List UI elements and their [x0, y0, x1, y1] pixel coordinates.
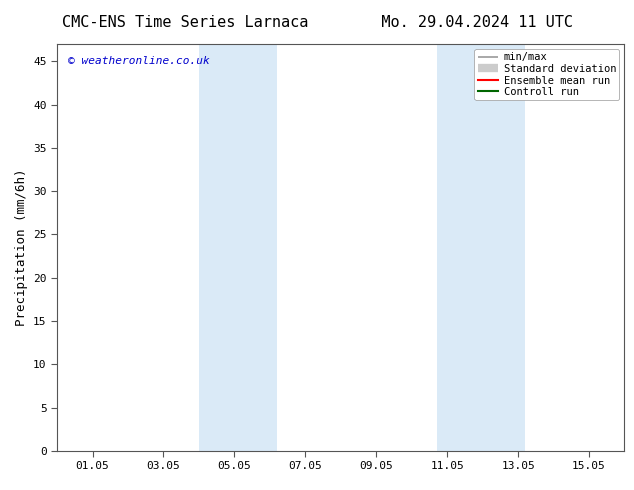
Y-axis label: Precipitation (mm/6h): Precipitation (mm/6h): [15, 169, 28, 326]
Text: © weatheronline.co.uk: © weatheronline.co.uk: [68, 56, 210, 66]
Text: CMC-ENS Time Series Larnaca        Mo. 29.04.2024 11 UTC: CMC-ENS Time Series Larnaca Mo. 29.04.20…: [61, 15, 573, 30]
Bar: [199, 44, 277, 451]
Legend: min/max, Standard deviation, Ensemble mean run, Controll run: min/max, Standard deviation, Ensemble me…: [474, 49, 619, 100]
Bar: [437, 44, 525, 451]
